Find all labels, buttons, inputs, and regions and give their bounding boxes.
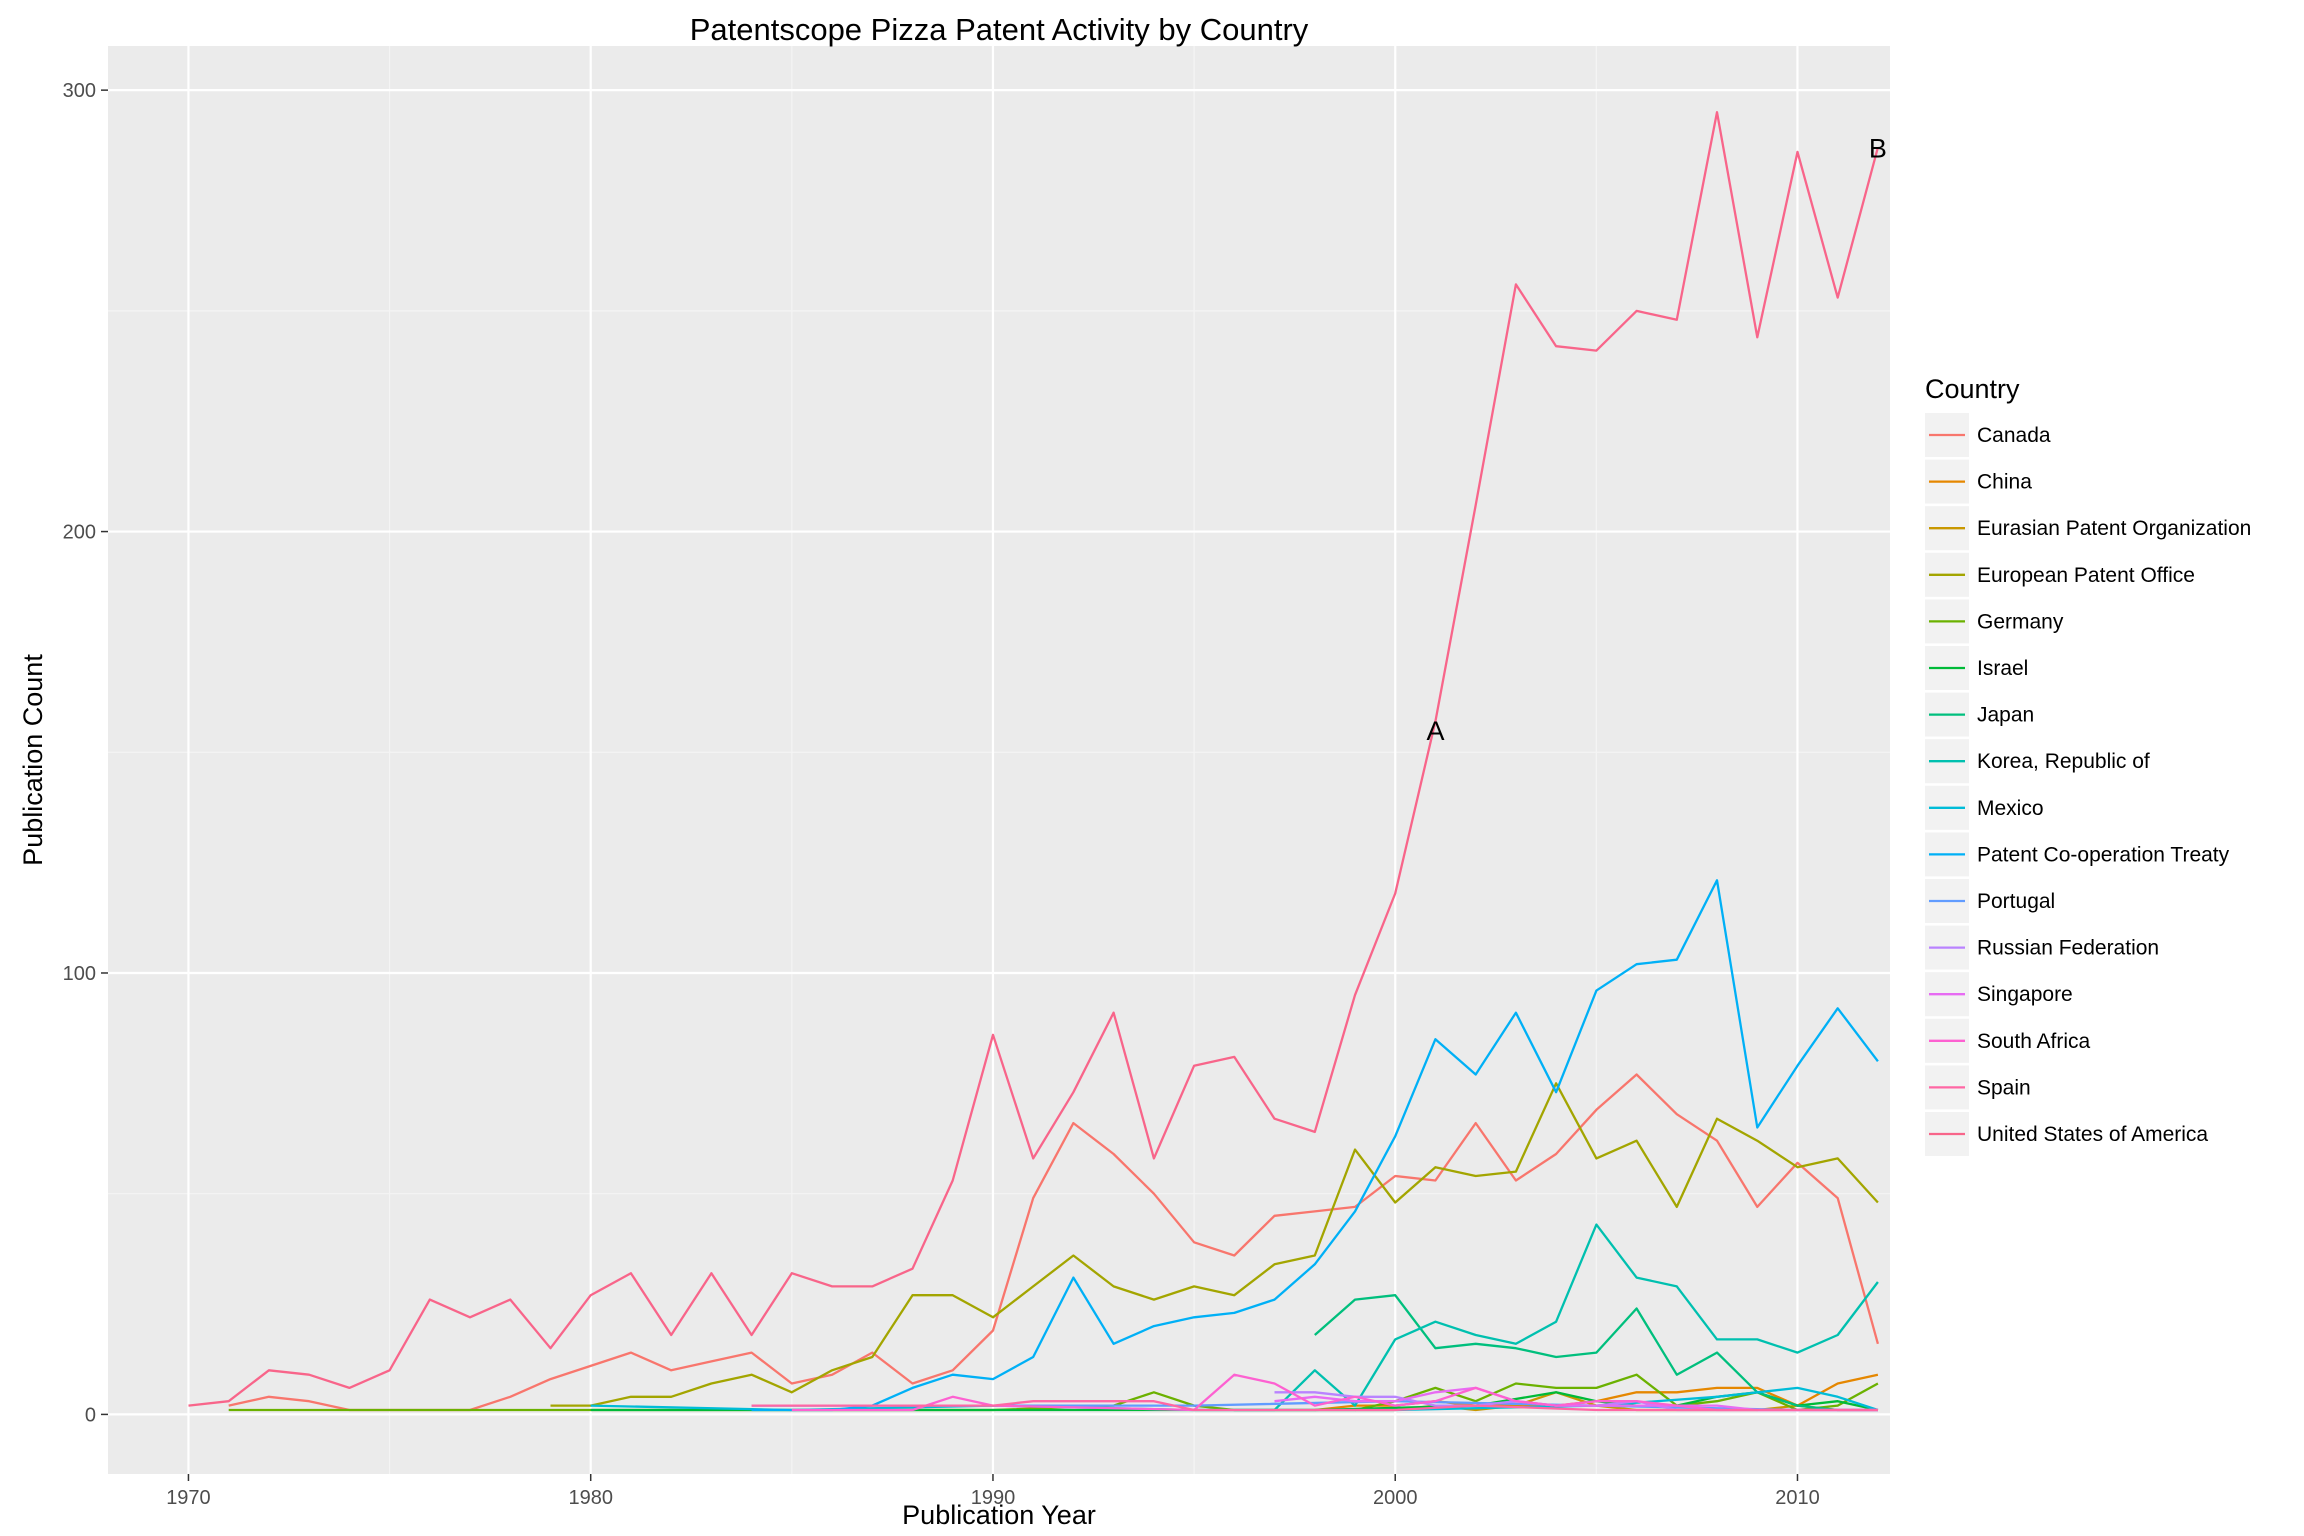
y-tick-label: 300 bbox=[63, 80, 96, 102]
x-tick-label: 2010 bbox=[1775, 1487, 1820, 1509]
grid-minor bbox=[108, 46, 1890, 1474]
legend-item: United States of America bbox=[1925, 1112, 2208, 1156]
legend-label: Canada bbox=[1977, 424, 2051, 447]
legend-item: China bbox=[1925, 459, 2032, 504]
legend-label: Israel bbox=[1977, 657, 2028, 680]
legend-label: Japan bbox=[1977, 704, 2034, 727]
series-line-japan bbox=[1314, 1294, 1878, 1412]
annotation-label: A bbox=[1426, 716, 1444, 746]
chart-title: Patentscope Pizza Patent Activity by Cou… bbox=[690, 12, 1309, 47]
grid-major bbox=[108, 46, 1890, 1474]
legend-label: Germany bbox=[1977, 610, 2064, 633]
legend-label: Russian Federation bbox=[1977, 937, 2159, 960]
x-tick-label: 2000 bbox=[1373, 1487, 1418, 1509]
legend-item: Singapore bbox=[1925, 972, 2073, 1017]
series-line-european-patent-office bbox=[550, 1082, 1879, 1407]
legend-label: Portugal bbox=[1977, 890, 2055, 913]
legend-label: Korea, Republic of bbox=[1977, 750, 2150, 773]
annotation-label: B bbox=[1869, 134, 1887, 164]
legend-item: Russian Federation bbox=[1925, 925, 2159, 970]
legend-label: Mexico bbox=[1977, 797, 2044, 820]
legend-item: European Patent Office bbox=[1925, 552, 2195, 597]
legend-label: South Africa bbox=[1977, 1030, 2091, 1053]
x-tick-label: 1970 bbox=[166, 1487, 211, 1509]
series-line-spain bbox=[751, 1400, 1878, 1412]
legend-item: Korea, Republic of bbox=[1925, 739, 2150, 784]
legend-title: Country bbox=[1925, 374, 2020, 404]
legend-item: Japan bbox=[1925, 692, 2034, 737]
legend: Country Canada China Eurasian Patent Organ… bbox=[1925, 374, 2251, 1156]
legend-label: Singapore bbox=[1977, 983, 2073, 1006]
x-axis-title: Publication Year bbox=[902, 1500, 1096, 1530]
series-line-canada bbox=[228, 1073, 1880, 1412]
annotation-layer: AB bbox=[1426, 134, 1886, 747]
legend-label: China bbox=[1977, 471, 2032, 494]
legend-item: Spain bbox=[1925, 1065, 2031, 1110]
legend-item: Germany bbox=[1925, 599, 2064, 644]
legend-item: Israel bbox=[1925, 646, 2028, 690]
series-line-korea-republic-of bbox=[1234, 1223, 1879, 1412]
y-tick-label: 0 bbox=[85, 1404, 96, 1426]
legend-item: South Africa bbox=[1925, 1018, 2091, 1063]
x-axis: 1970 1980 1990 2000 2010 bbox=[166, 1474, 1820, 1509]
y-axis-title: Publication Count bbox=[18, 654, 48, 866]
legend-item: Patent Co-operation Treaty bbox=[1925, 832, 2230, 877]
legend-item: Eurasian Patent Organization bbox=[1925, 506, 2251, 551]
y-tick-label: 200 bbox=[63, 522, 96, 544]
legend-item: Mexico bbox=[1925, 785, 2044, 830]
series-line-patent-co-operation-treaty bbox=[751, 879, 1879, 1412]
legend-item: Portugal bbox=[1925, 879, 2055, 923]
legend-label: Eurasian Patent Organization bbox=[1977, 517, 2251, 540]
legend-label: Patent Co-operation Treaty bbox=[1977, 843, 2230, 866]
legend-label: United States of America bbox=[1977, 1123, 2208, 1146]
y-axis: 0 100 200 300 bbox=[63, 80, 108, 1426]
plot-panel bbox=[108, 46, 1890, 1474]
series-line-united-states-of-america bbox=[188, 111, 1880, 1407]
x-tick-label: 1980 bbox=[568, 1487, 613, 1509]
series-layer bbox=[188, 111, 1880, 1412]
legend-label: European Patent Office bbox=[1977, 564, 2195, 587]
x-tick-label: 1990 bbox=[971, 1487, 1016, 1509]
legend-item: Canada bbox=[1925, 413, 2051, 457]
legend-label: Spain bbox=[1977, 1076, 2031, 1099]
y-tick-label: 100 bbox=[63, 963, 96, 985]
series-line-mexico bbox=[590, 1386, 1879, 1412]
legend-items: Canada China Eurasian Patent Organization E… bbox=[1925, 413, 2251, 1156]
